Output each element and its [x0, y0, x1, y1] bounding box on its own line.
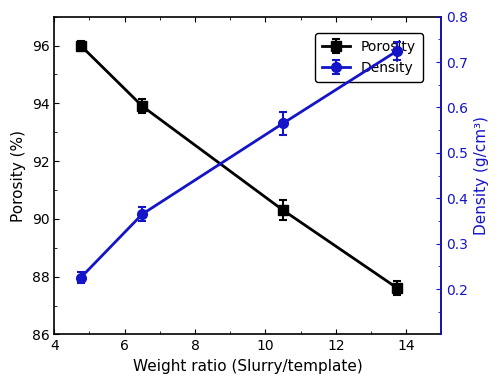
Y-axis label: Density (g/cm³): Density (g/cm³) [474, 116, 489, 235]
Legend: Porosity, Density: Porosity, Density [315, 33, 423, 82]
X-axis label: Weight ratio (Slurry/template): Weight ratio (Slurry/template) [133, 359, 363, 374]
Y-axis label: Porosity (%): Porosity (%) [11, 129, 26, 221]
